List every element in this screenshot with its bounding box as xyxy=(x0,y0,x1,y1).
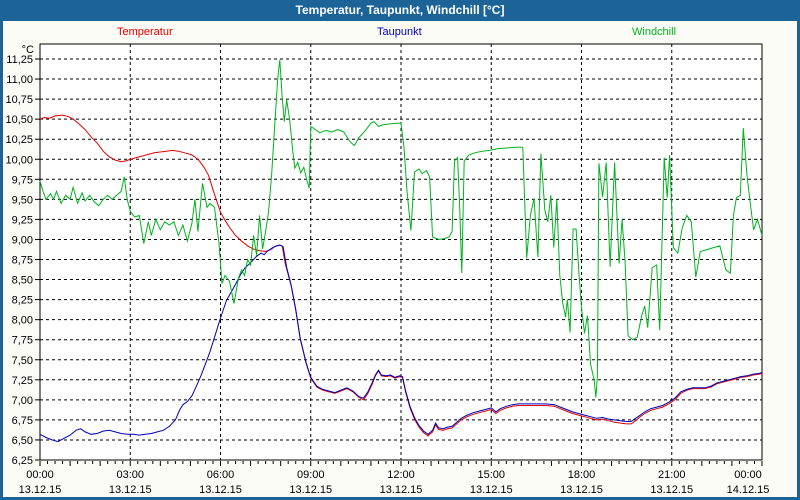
window-title: Temperatur, Taupunkt, Windchill [°C] xyxy=(295,3,505,17)
legend-label-1: Taupunkt xyxy=(377,26,422,38)
legend-label-0: Temperatur xyxy=(117,26,173,38)
chart-background xyxy=(3,21,797,497)
window-title-bar[interactable]: Temperatur, Taupunkt, Windchill [°C] xyxy=(0,0,800,21)
legend-label-2: Windchill xyxy=(632,26,677,38)
